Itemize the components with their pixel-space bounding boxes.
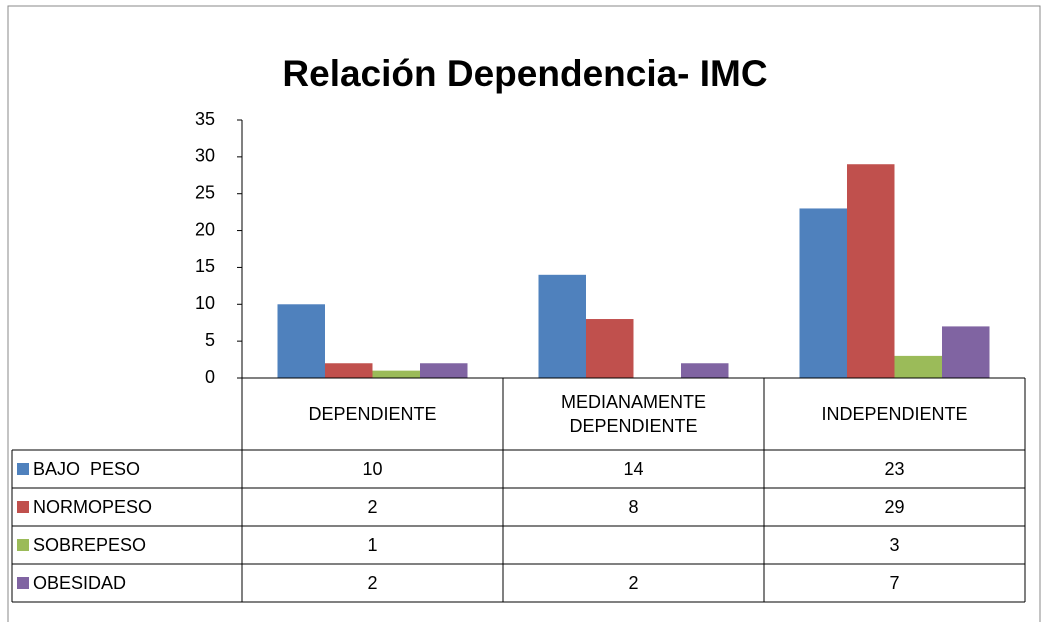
table-value: 7 — [889, 573, 900, 593]
y-tick-label: 30 — [195, 146, 215, 166]
x-tick-label: DEPENDIENTE — [308, 404, 437, 424]
bar — [372, 370, 421, 378]
legend-swatch — [17, 501, 29, 513]
legend-swatch — [17, 577, 29, 589]
chart-border — [7, 5, 1041, 622]
bar — [420, 363, 468, 378]
bar — [894, 355, 943, 378]
table-value: 14 — [623, 459, 644, 479]
bar — [277, 304, 325, 378]
table-value: 29 — [884, 497, 905, 517]
table-value: 3 — [889, 535, 900, 555]
table-value: 2 — [367, 573, 378, 593]
table-value: 10 — [362, 459, 383, 479]
y-tick-label: 0 — [205, 367, 215, 387]
y-tick-label: 15 — [195, 256, 215, 276]
x-tick-label: INDEPENDIENTE — [821, 404, 968, 424]
x-tick-label: MEDIANAMENTE DEPENDIENTE — [560, 392, 706, 436]
bar — [538, 274, 586, 378]
legend-label: BAJO PESO — [33, 458, 141, 479]
y-tick-label: 35 — [195, 109, 215, 129]
table-value — [503, 526, 764, 564]
y-tick-label: 25 — [195, 182, 215, 202]
table-value: 23 — [884, 459, 905, 479]
legend-swatch — [17, 463, 29, 475]
legend-swatch — [17, 539, 29, 551]
bar — [324, 363, 373, 378]
bar — [585, 319, 634, 378]
legend-label: NORMOPESO — [33, 496, 153, 517]
bar — [799, 208, 847, 378]
table-value: 2 — [628, 573, 639, 593]
bar — [681, 363, 729, 378]
y-tick-label: 20 — [195, 219, 215, 239]
chart-title: Relación Dependencia- IMC — [282, 53, 767, 94]
bar — [942, 326, 990, 378]
table-value: 2 — [367, 497, 378, 517]
legend-label: SOBREPESO — [33, 534, 147, 555]
bar — [846, 164, 895, 378]
legend-label: OBESIDAD — [33, 572, 127, 593]
y-tick-label: 5 — [205, 330, 215, 350]
table-value: 1 — [367, 535, 378, 555]
y-tick-label: 10 — [195, 293, 215, 313]
table-value: 8 — [628, 497, 639, 517]
